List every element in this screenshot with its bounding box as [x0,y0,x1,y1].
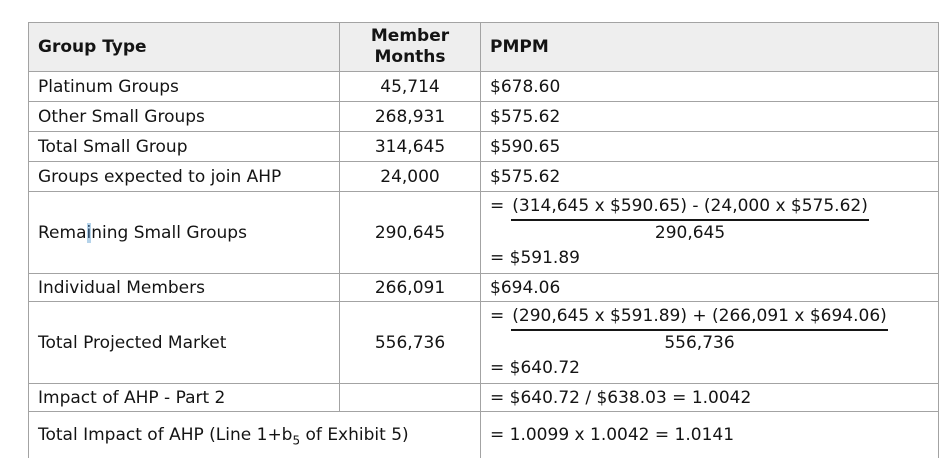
group-type-cell: Groups expected to join AHP [28,161,340,192]
member-months-cell: 266,091 [339,273,481,302]
table-row-total-projected: Total Projected Market 556,736 = (290,64… [28,301,939,384]
pmpm-formula-cell: = (314,645 x $590.65) - (24,000 x $575.6… [480,191,939,274]
group-type-cell: Remaining Small Groups [28,191,340,274]
formula-result: = $640.72 [490,358,580,378]
member-months-cell [339,383,481,412]
remaining-label-highlight: i [86,222,92,243]
group-type-cell-spanned: Total Impact of AHP (Line 1+b5 of Exhibi… [28,411,481,458]
fraction-formula: = (290,645 x $591.89) + (266,091 x $694.… [490,304,929,356]
header-member-months: Member Months [339,22,481,72]
group-type-cell: Total Small Group [28,131,340,162]
fraction-numerator: (290,645 x $591.89) + (266,091 x $694.06… [511,304,888,331]
table-row-total-small: Total Small Group 314,645 $590.65 [28,131,939,162]
total-impact-label-post: of Exhibit 5) [300,425,409,445]
fraction-denominator: 556,736 [664,333,735,353]
pmpm-cell: $590.65 [480,131,939,162]
group-type-cell: Impact of AHP - Part 2 [28,383,340,412]
member-months-cell: 290,645 [339,191,481,274]
table-row-individual: Individual Members 266,091 $694.06 [28,273,939,302]
member-months-cell: 314,645 [339,131,481,162]
pmpm-cell: $694.06 [480,273,939,302]
member-months-cell: 24,000 [339,161,481,192]
table-header-row: Group Type Member Months PMPM [28,22,939,72]
formula-result: = $591.89 [490,248,580,268]
pmpm-cell: $575.62 [480,161,939,192]
fraction-numerator: (314,645 x $590.65) - (24,000 x $575.62) [511,194,869,221]
remaining-label-post: ning Small Groups [91,222,247,243]
table-row-remaining-small: Remaining Small Groups 290,645 = (314,64… [28,191,939,274]
member-months-cell: 268,931 [339,101,481,132]
equals-sign: = [490,306,505,326]
header-group-type: Group Type [28,22,340,72]
pmpm-cell: = $640.72 / $638.03 = 1.0042 [480,383,939,412]
group-type-cell: Other Small Groups [28,101,340,132]
fraction-denominator: 290,645 [654,223,726,243]
group-type-cell: Total Projected Market [28,301,340,384]
table-row-impact-part2: Impact of AHP - Part 2 = $640.72 / $638.… [28,383,939,412]
header-pmpm: PMPM [480,22,939,72]
equals-sign: = [490,196,505,216]
remaining-label-pre: Rema [38,222,87,243]
pmpm-cell: $678.60 [480,71,939,102]
table-row-other-small: Other Small Groups 268,931 $575.62 [28,101,939,132]
pmpm-cell: $575.62 [480,101,939,132]
fraction-formula: = (314,645 x $590.65) - (24,000 x $575.6… [490,194,929,246]
fraction: (314,645 x $590.65) - (24,000 x $575.62)… [511,194,869,246]
member-months-cell: 556,736 [339,301,481,384]
fraction: (290,645 x $591.89) + (266,091 x $694.06… [511,304,888,356]
table-row-platinum: Platinum Groups 45,714 $678.60 [28,71,939,102]
group-type-cell: Platinum Groups [28,71,340,102]
total-impact-label-pre: Total Impact of AHP (Line 1+b [38,425,293,445]
pmpm-formula-cell: = (290,645 x $591.89) + (266,091 x $694.… [480,301,939,384]
header-member-line1: Member [370,25,450,46]
header-member-line2: Months [374,47,446,67]
table-row-groups-join-ahp: Groups expected to join AHP 24,000 $575.… [28,161,939,192]
pmpm-cell: = 1.0099 x 1.0042 = 1.0141 [480,411,939,458]
group-type-cell: Individual Members [28,273,340,302]
member-months-cell: 45,714 [339,71,481,102]
pmpm-table: Group Type Member Months PMPM Platinum G… [28,22,939,458]
total-impact-label-subscript: 5 [292,433,301,448]
table-row-total-impact: Total Impact of AHP (Line 1+b5 of Exhibi… [28,411,939,458]
